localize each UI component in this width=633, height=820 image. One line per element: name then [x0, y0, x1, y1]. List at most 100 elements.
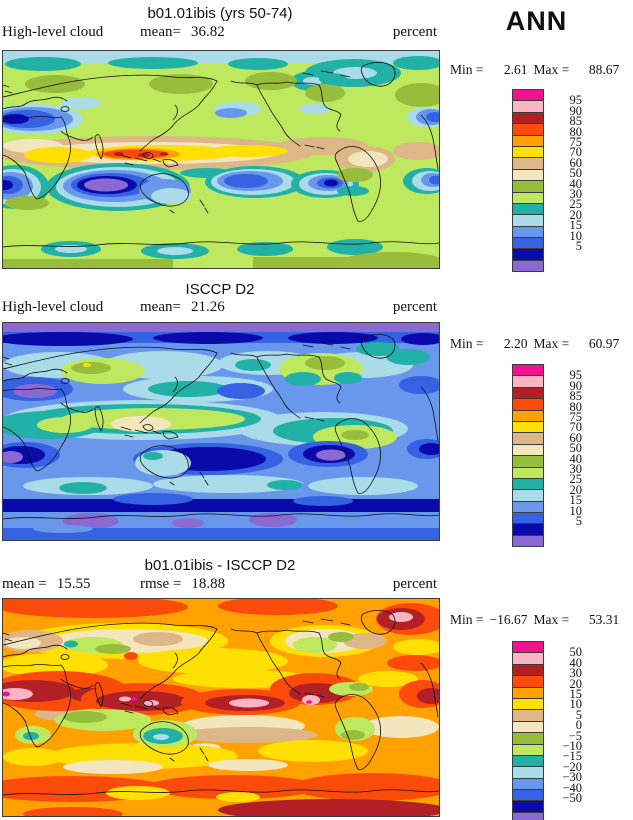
legend-tick-label: 75: [569, 135, 583, 149]
panel2-unit-label: percent: [392, 299, 437, 315]
legend-tick-label: 15: [569, 687, 583, 701]
legend-tick-label: −15: [562, 749, 582, 764]
legend-color-cell: [513, 467, 543, 479]
panel2-min-value: 2.20: [503, 336, 528, 351]
legend-tick-label: −5: [568, 728, 582, 743]
legend-color-cell: [513, 687, 543, 699]
legend-tick-label: 85: [569, 114, 583, 129]
legend-color-cell: [513, 135, 543, 147]
legend-color-cell: [513, 478, 543, 491]
panel3-rmse-value: 18.88: [191, 576, 226, 592]
legend-color-column: [512, 89, 544, 273]
panel3-min-label: Min =: [450, 612, 484, 627]
panel1-map: [2, 50, 440, 269]
map-isccp-high-cloud: [3, 323, 439, 540]
legend-color-cell: [513, 755, 543, 768]
legend-color-cell: [513, 90, 543, 102]
legend-color-cell: [513, 710, 543, 722]
map-model-high-cloud: [3, 51, 439, 268]
legend-color-cell: [513, 238, 543, 250]
panel3-unit-label: percent: [392, 576, 437, 592]
panel3-map: [2, 598, 440, 817]
legend-color-cell: [513, 812, 543, 820]
legend-color-cell: [513, 124, 543, 136]
panel2-map: [2, 322, 440, 541]
panel3-colorbar: 50 40 30 20 15 10 5 0 −5 −10 −15 −20 −30 −40 −50: [512, 641, 592, 820]
legend-color-cell: [513, 249, 543, 261]
legend-color-cell: [513, 721, 543, 734]
panel1-title: b01.01ibis (yrs 50-74): [147, 5, 293, 22]
panel2-colorbar: 95 90 85 80 75 70 60 50 40 30 25 20 15 10 5: [512, 364, 592, 548]
legend-tick-label: 5: [575, 514, 582, 528]
panel3-mean-label: mean =: [2, 576, 47, 592]
legend-tick-label: 15: [569, 493, 583, 508]
legend-tick-label: 20: [569, 482, 583, 497]
legend-tick-label: 70: [569, 420, 583, 435]
legend-color-cell: [513, 421, 543, 434]
legend-tick-label: 30: [569, 187, 583, 201]
legend-tick-label: 10: [569, 697, 583, 712]
panel1-min-value: 2.61: [503, 62, 528, 77]
panel1-max-label: Max =: [533, 62, 570, 77]
season-label: ANN: [505, 6, 568, 36]
panel1-mean-label: mean=: [140, 24, 181, 40]
legend-tick-label: 60: [569, 430, 583, 445]
legend-tick-label: 40: [569, 655, 583, 670]
legend-color-cell: [513, 444, 543, 457]
legend-color-column: [512, 641, 544, 820]
legend-tick-label: 50: [569, 166, 583, 181]
legend-tick-label: −20: [562, 759, 582, 774]
legend-color-cell: [513, 376, 543, 388]
legend-color-cell: [513, 767, 543, 779]
legend-color-cell: [513, 169, 543, 182]
legend-tick-label: 75: [569, 410, 583, 424]
legend-tick-label: 20: [569, 676, 583, 691]
panel3-mean-value: 15.55: [56, 576, 91, 592]
legend-color-cell: [513, 513, 543, 525]
legend-tick-label: 90: [569, 103, 583, 118]
legend-color-cell: [513, 744, 543, 756]
panel3-title: b01.01ibis - ISCCP D2: [144, 557, 296, 574]
legend-tick-label: 95: [569, 368, 583, 383]
panel2-mean: mean= 21.26: [140, 299, 225, 316]
legend-color-cell: [513, 158, 543, 170]
legend-tick-label: 30: [569, 462, 583, 476]
panel1-mean: mean= 36.82: [140, 24, 225, 41]
panel1-colorbar: 95 90 85 80 75 70 60 50 40 30 25 20 15 10 5: [512, 89, 592, 273]
panel3-mean: mean = 15.55: [2, 576, 90, 593]
panel3-minmax: Min = −16.67 Max = 53.31: [450, 612, 633, 628]
legend-color-cell: [513, 676, 543, 688]
legend-tick-label: 5: [575, 707, 582, 722]
map-difference: [3, 599, 439, 816]
panel1-mean-value: 36.82: [190, 24, 225, 40]
legend-tick-label: 85: [569, 389, 583, 404]
panel1-max-value: 88.67: [588, 62, 620, 77]
panel1-minmax: Min = 2.61 Max = 88.67: [450, 62, 633, 78]
legend-color-cell: [513, 801, 543, 813]
legend-tick-label: 15: [569, 218, 583, 233]
legend-color-cell: [513, 181, 543, 193]
legend-color-cell: [513, 410, 543, 422]
legend-color-cell: [513, 653, 543, 665]
legend-tick-label: 30: [569, 666, 583, 681]
legend-color-cell: [513, 456, 543, 468]
legend-color-cell: [513, 192, 543, 204]
panel3-stats-row: mean = 15.55 rmse = 18.88 percent: [0, 576, 440, 594]
legend-color-column: [512, 364, 544, 548]
panel2-max-label: Max =: [533, 336, 570, 351]
legend-tick-label: 25: [569, 197, 583, 212]
panel3-max-label: Max =: [533, 612, 570, 627]
legend-tick-label: 70: [569, 145, 583, 160]
panel2-variable-label: High-level cloud: [2, 299, 104, 315]
legend-color-cell: [513, 733, 543, 745]
panel2-max-value: 60.97: [588, 336, 620, 351]
legend-color-cell: [513, 215, 543, 227]
legend-tick-label: 50: [569, 645, 583, 660]
panel3-max-value: 53.31: [588, 612, 620, 627]
panel1-stats-row: High-level cloud mean= 36.82 percent: [0, 24, 440, 42]
legend-color-cell: [513, 146, 543, 159]
legend-color-cell: [513, 535, 543, 547]
legend-color-cell: [513, 260, 543, 272]
legend-color-cell: [513, 790, 543, 802]
